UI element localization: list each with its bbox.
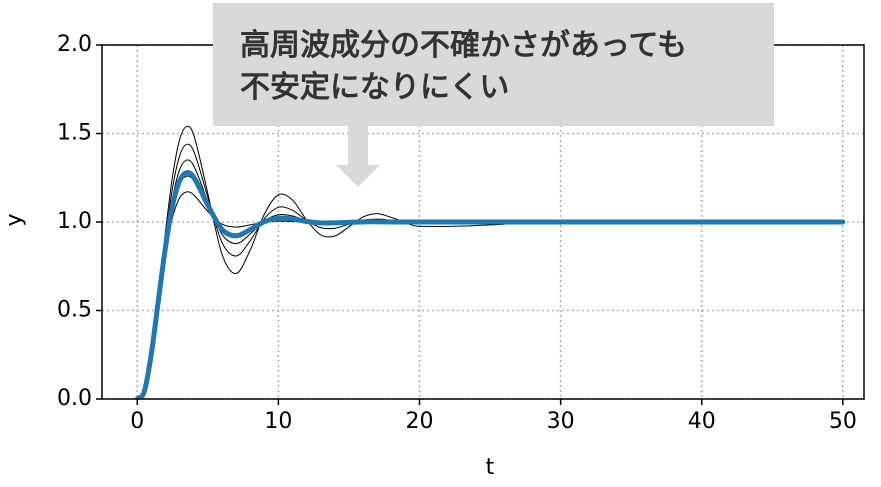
series-line — [136, 175, 844, 399]
y-tick-label: 1.0 — [57, 209, 92, 234]
y-tick-label: 1.5 — [57, 121, 92, 146]
x-tick-label: 50 — [829, 409, 857, 434]
series-line — [136, 125, 844, 399]
annotation-text: 高周波成分の不確かさがあっても — [240, 28, 687, 63]
ticks: 0 10 20 30 40 50 0.0 0.5 1.0 1.5 2.0 — [57, 32, 857, 434]
y-axis-label: y — [2, 213, 27, 226]
series-line — [136, 159, 844, 399]
y-tick-label: 2.0 — [57, 32, 92, 57]
x-tick-label: 20 — [406, 409, 434, 434]
series-line — [136, 143, 844, 399]
x-tick-label: 40 — [688, 409, 716, 434]
x-tick-label: 0 — [130, 409, 144, 434]
y-tick-label: 0.0 — [57, 386, 92, 411]
x-tick-label: 10 — [264, 409, 292, 434]
lines — [134, 125, 846, 399]
annotation-box — [213, 3, 774, 126]
x-tick-label: 30 — [547, 409, 575, 434]
x-axis-label: t — [486, 455, 495, 480]
series-line — [134, 169, 846, 399]
y-tick-label: 0.5 — [57, 298, 92, 323]
annotation-arrow — [336, 126, 380, 187]
annotation-text: 不安定になりにくい — [240, 70, 509, 105]
